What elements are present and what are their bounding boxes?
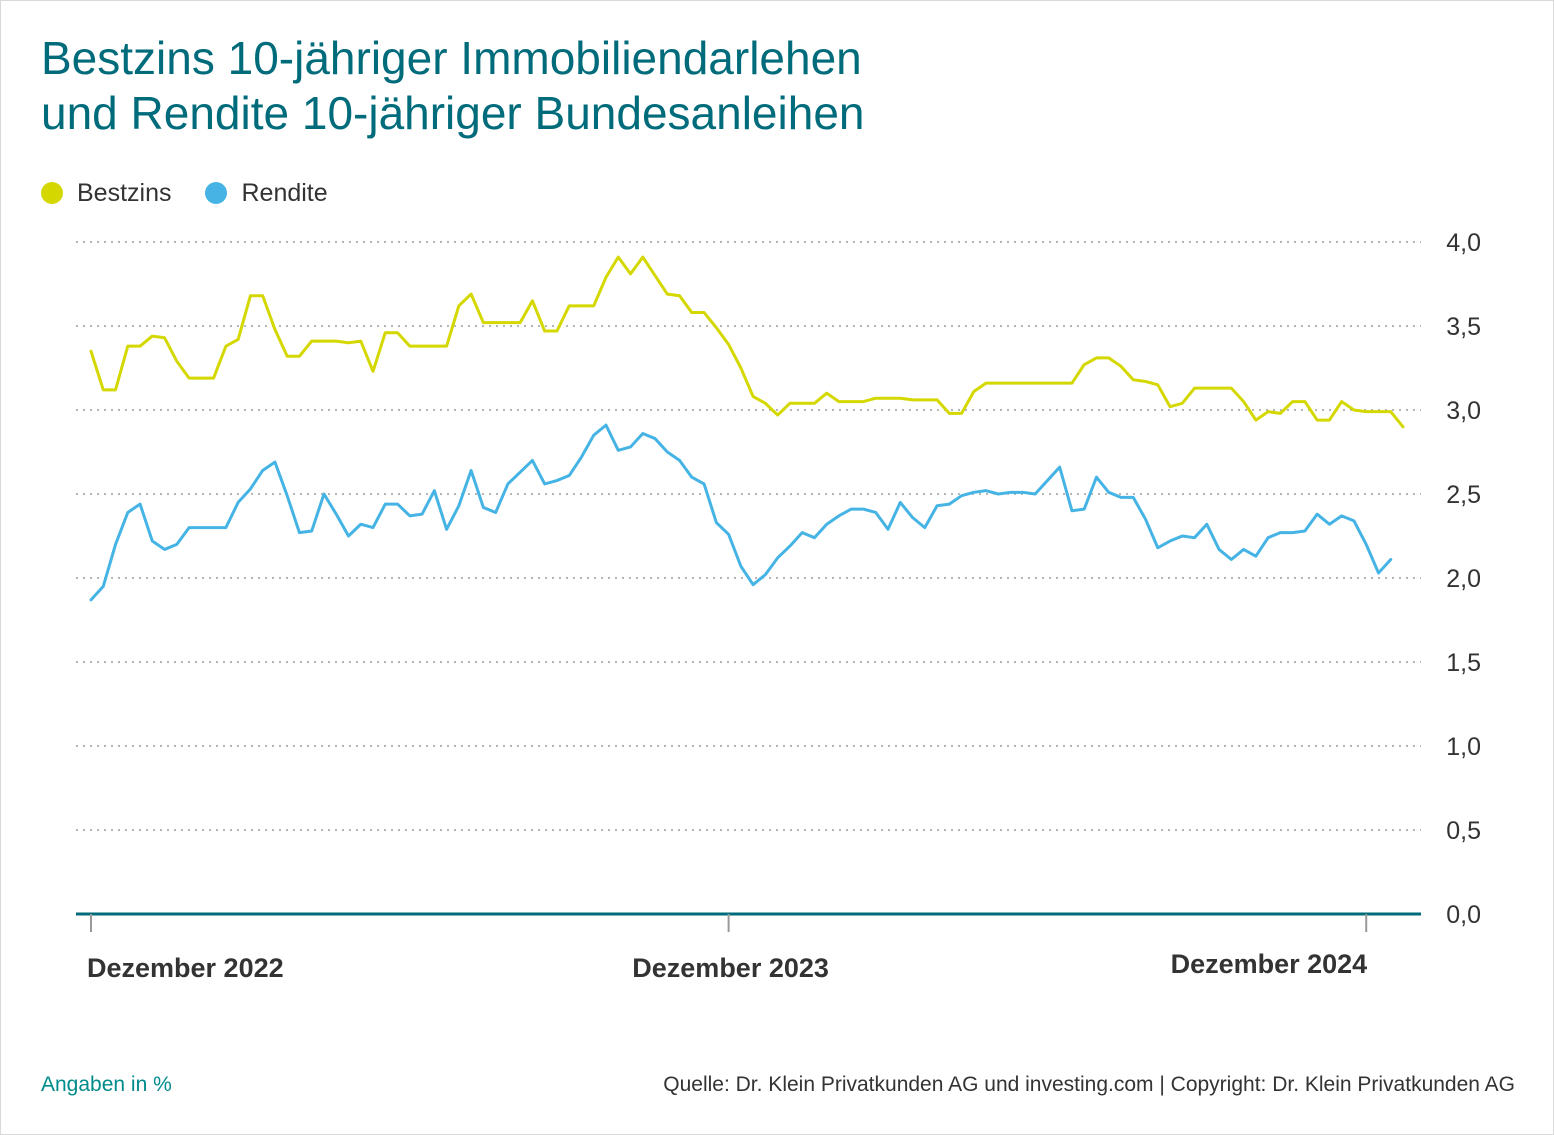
source-note: Quelle: Dr. Klein Privatkunden AG und in… <box>663 1073 1515 1096</box>
series-line-rendite <box>89 423 1393 602</box>
x-axis-tick-label: Dezember 2022 <box>87 953 284 983</box>
legend-item-rendite: Rendite <box>205 178 328 208</box>
legend-marker-rendite <box>205 182 228 204</box>
y-axis-tick-label: 3,0 <box>1446 397 1481 425</box>
axis-layer: 0,0 0,5 1,0 1,5 2,0 2,5 3,0 3,5 4,0 Dezember 2022… <box>76 229 1481 983</box>
legend-label-rendite: Rendite <box>241 178 328 207</box>
y-axis-tick-label: 4,0 <box>1446 229 1481 257</box>
y-axis-tick-label: 0,0 <box>1446 901 1481 929</box>
y-axis-tick-label: 3,5 <box>1446 313 1481 341</box>
chart-title-line-1: Bestzins 10-jähriger Immobiliendarlehen <box>41 32 862 84</box>
legend-item-bestzins: Bestzins <box>41 179 171 208</box>
legend-label-bestzins: Bestzins <box>77 178 172 207</box>
chart-title-line-2: und Rendite 10-jähriger Bundesanleihen <box>41 87 865 139</box>
chart-legend: Bestzins Rendite <box>41 176 328 210</box>
x-axis-tick-label: Dezember 2024 <box>1171 949 1368 979</box>
gridlines <box>76 241 1421 831</box>
legend-marker-bestzins <box>41 182 63 204</box>
y-axis-tick-label: 2,0 <box>1446 565 1481 593</box>
y-axis-tick-label: 1,0 <box>1446 733 1481 761</box>
y-axis-tick-label: 2,5 <box>1446 481 1481 509</box>
unit-note: Angaben in % <box>41 1073 172 1096</box>
x-axis-tick-label: Dezember 2023 <box>632 953 829 983</box>
y-axis-tick-label: 0,5 <box>1446 817 1481 845</box>
series-line-bestzins <box>89 255 1405 429</box>
chart-title: Bestzins 10-jähriger Immobiliendarlehen … <box>41 31 1141 141</box>
y-axis-tick-label: 1,5 <box>1446 649 1481 677</box>
series-layer <box>89 255 1405 602</box>
